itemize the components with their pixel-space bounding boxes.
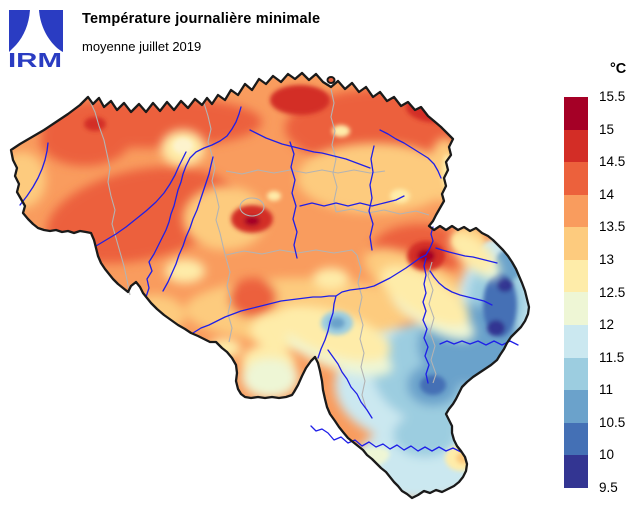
legend-ticks: 15.5 15 14.5 14 13.5 13 12.5 12 11.5 11 10.5 10 9.5 [599,89,640,497]
legend-tick-label: 10.5 [599,414,626,430]
temperature-surface [11,73,529,498]
river-nete [249,129,371,169]
legend-band-13.5-14 [564,194,588,228]
legend-band-11-11.5 [564,357,588,391]
river-scheldt [145,106,242,298]
river-leie [95,151,187,247]
river-demer [299,195,405,207]
legend-tick-label: 13.5 [599,219,626,235]
legend-band-10.5-11 [564,390,588,423]
legend-tick-label: 14 [599,186,615,202]
legend-tick-label: 9.5 [599,480,618,495]
legend-band-13-13.5 [564,227,588,260]
legend-unit: °C [610,61,627,77]
river-lesse [327,349,373,419]
legend-tick-label: 15.5 [599,89,626,104]
irm-logo-text: IRM [8,50,62,69]
rivers [19,106,519,453]
page-title: Température journalière minimale [82,11,321,27]
river-warche [439,340,519,346]
river-sambre [192,295,337,334]
legend-tick-label: 12 [599,317,615,333]
legend-band-15-15.5 [564,97,588,130]
river-ijzer [19,142,49,206]
river-ambleve [429,270,493,306]
river-dijle [289,141,298,259]
irm-logo: IRM [8,10,63,69]
legend-tick-label: 10 [599,447,615,463]
province-boundaries [88,88,437,409]
legend-band-11.5-12 [564,325,588,358]
legend-band-14.5-15 [564,129,588,163]
legend-band-14-14.5 [564,162,588,195]
legend-band-10-10.5 [564,422,588,456]
legend-bands [564,97,588,488]
river-dender [162,156,214,292]
legend-tick-label: 11.5 [599,349,625,365]
legend-band-12-12.5 [564,292,588,326]
river-vesdre [435,247,498,264]
river-albert-canal [379,129,442,179]
legend-tick-label: 15 [599,121,615,137]
legend-band-12.5-13 [564,259,588,293]
river-gete [368,145,375,251]
legend-tick-label: 14.5 [599,154,626,170]
legend-tick-label: 13 [599,251,615,267]
river-ourthe [422,257,430,384]
irm-logo-mark [9,10,63,52]
river-semois [310,425,462,453]
legend-band-9.5-10 [564,455,588,488]
baarle-enclave [326,76,336,84]
page-subtitle: moyenne juillet 2019 [82,39,202,54]
country-border [9,71,531,500]
legend-tick-label: 12.5 [599,284,626,300]
river-meuse [317,226,434,359]
legend-tick-label: 11 [599,382,614,398]
